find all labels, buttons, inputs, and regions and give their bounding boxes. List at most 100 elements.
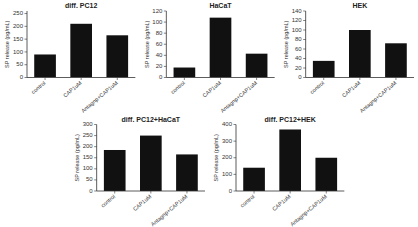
y-tick	[94, 179, 97, 180]
bars	[34, 24, 128, 78]
x-tick	[254, 191, 255, 194]
y-tick	[234, 191, 237, 192]
x-tick-label: Antagnp+CAP1uM	[359, 80, 398, 114]
x-tick-label-group: Antagnp+CAP1uM	[359, 80, 398, 114]
y-tick	[164, 44, 167, 45]
bar	[246, 54, 268, 78]
y-tick	[164, 66, 167, 67]
x-tick-label-group: CAP1uM	[62, 80, 83, 99]
y-tick-label: 100	[222, 171, 233, 177]
x-tick-label-group: control	[100, 193, 117, 208]
subplot: 050100150200250controlCAP1uMAntagnp+CAP1…	[4, 2, 135, 114]
bar	[70, 24, 92, 78]
bar	[106, 35, 128, 77]
y-tick-label: 80	[156, 30, 163, 36]
y-tick-label: 0	[89, 188, 93, 194]
bars	[174, 18, 268, 78]
y-tick	[164, 11, 167, 12]
y-tick-label: 60	[156, 41, 163, 47]
y-tick	[234, 141, 237, 142]
x-tick-label: control	[100, 193, 117, 208]
subplot-title: HEK	[352, 2, 367, 9]
y-tick	[25, 13, 28, 14]
x-tick-label-group: CAP1uM	[341, 80, 362, 99]
y-tick-label: 0	[229, 188, 233, 194]
subplot-title: diff. PC12+HaCaT	[122, 116, 181, 123]
x-tick	[45, 78, 46, 81]
x-tick	[395, 78, 396, 81]
x-tick-label: CAP1uM	[341, 80, 362, 99]
bar	[349, 30, 371, 78]
y-tick-label: 0	[298, 74, 302, 80]
y-tick	[94, 191, 97, 192]
y-tick-label: 150	[13, 36, 24, 42]
x-tick-label: Antagnp+CAP1uM	[150, 193, 189, 227]
subplot: 0100200300400controlCAP1uMAntagnp+CAP1uM…	[213, 116, 344, 227]
y-tick	[164, 77, 167, 78]
y-tick	[303, 58, 306, 59]
bars	[243, 129, 337, 191]
x-tick	[114, 191, 115, 194]
y-tick-label: 50	[16, 61, 23, 67]
x-tick-label-group: Antagnp+CAP1uM	[80, 80, 119, 114]
x-tick-label: CAP1uM	[132, 193, 153, 212]
y-tick-label: 100	[292, 27, 303, 33]
bar	[210, 18, 232, 78]
y-tick	[303, 11, 306, 12]
bar	[104, 150, 126, 191]
y-tick	[25, 39, 28, 40]
y-tick-label: 300	[222, 138, 233, 144]
y-tick-label: 0	[159, 74, 163, 80]
bar	[34, 54, 56, 77]
x-tick-label-group: control	[30, 80, 47, 95]
y-tick-label: 100	[13, 49, 24, 55]
x-tick-label-group: control	[169, 80, 186, 95]
y-tick	[303, 20, 306, 21]
x-tick-label-group: Antagnp+CAP1uM	[150, 193, 189, 227]
x-tick-label: control	[309, 80, 326, 95]
x-tick-label: control	[30, 80, 47, 95]
x-tick-label-group: Antagnp+CAP1uM	[289, 193, 328, 227]
y-tick	[234, 174, 237, 175]
bars	[104, 136, 198, 191]
chart-canvas: 050100150200250controlCAP1uMAntagnp+CAP1…	[0, 0, 418, 227]
x-tick	[326, 191, 327, 194]
y-tick-label: 100	[83, 165, 94, 171]
x-tick-label-group: Antagnp+CAP1uM	[219, 80, 258, 114]
y-tick-label: 40	[295, 55, 302, 61]
y-axis-label: SP release (pg/mL)	[4, 20, 10, 67]
y-tick-label: 50	[86, 176, 93, 182]
y-tick	[303, 39, 306, 40]
y-tick-label: 20	[295, 65, 302, 71]
bar	[313, 61, 335, 78]
y-tick	[303, 68, 306, 69]
bar	[140, 136, 162, 191]
y-tick	[164, 55, 167, 56]
y-tick	[25, 77, 28, 78]
y-tick-label: 250	[83, 132, 94, 138]
y-tick	[164, 33, 167, 34]
y-tick	[94, 135, 97, 136]
y-tick-label: 80	[295, 36, 302, 42]
bars	[313, 30, 407, 78]
x-tick	[359, 78, 360, 81]
x-tick	[150, 191, 151, 194]
y-tick-label: 200	[13, 23, 24, 29]
x-tick	[184, 78, 185, 81]
subplot: 020406080100120controlCAP1uMAntagnp+CAP1…	[144, 2, 275, 114]
y-axis-label: SP release (pg/mL)	[144, 20, 150, 67]
bar	[315, 158, 337, 191]
x-tick-label: CAP1uM	[62, 80, 83, 99]
x-tick	[117, 78, 118, 81]
y-tick-label: 150	[83, 154, 94, 160]
x-tick-label: control	[239, 193, 256, 208]
y-tick	[303, 77, 306, 78]
y-tick	[25, 26, 28, 27]
y-tick	[234, 124, 237, 125]
y-tick-label: 40	[156, 52, 163, 58]
bar	[176, 154, 198, 191]
y-tick-label: 200	[222, 154, 233, 160]
y-axis-label: SP release (pg/mL)	[283, 20, 289, 67]
subplot-title: diff. PC12	[65, 2, 97, 9]
y-tick	[94, 157, 97, 158]
